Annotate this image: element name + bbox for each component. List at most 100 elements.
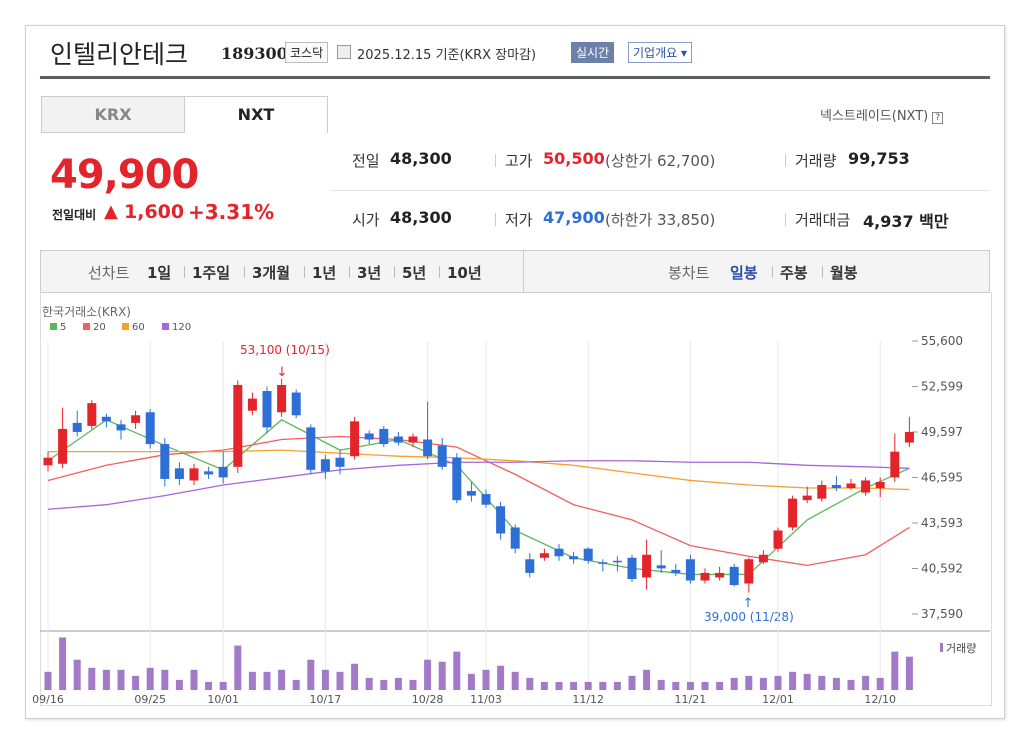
volume-bar [847,679,855,690]
candle-body [204,471,214,475]
candle-body [379,428,389,445]
volume-bar [555,681,563,690]
volume-legend-swatch [940,643,943,652]
stat-separator [785,154,786,167]
y-tick-label: 52,599 [921,379,963,393]
candle-body [437,445,447,467]
menu-item[interactable]: 월봉 [830,264,858,282]
menu-item[interactable]: 1주일 [192,264,231,282]
menu-separator [349,266,350,278]
menu-item[interactable]: 일봉 [730,264,758,282]
candle-body [642,554,652,578]
volume-bar [876,677,884,690]
candle-body [160,444,170,479]
candle-body [890,451,900,478]
line-chart-label: 선차트 [88,264,130,282]
volume-bar [190,669,198,690]
krx-tab[interactable]: KRX [41,96,185,133]
candle-body [583,548,593,561]
menu-item[interactable]: 3개월 [252,264,291,282]
menu-item[interactable]: 5년 [402,264,427,282]
volume-bar [774,675,782,690]
volume-bar [73,659,81,690]
volume-bar [44,671,52,690]
candle-body [320,459,330,472]
candle-body [218,466,228,478]
candle-body [116,424,126,431]
candle-body [496,506,506,534]
stat-note: (하한가 33,850) [605,211,716,229]
candle-body [145,412,155,445]
candle-body [466,491,476,496]
nxt-link[interactable]: 넥스트레이드(NXT) ? [820,105,944,124]
candle-body [904,431,914,443]
volume-bar [102,669,110,690]
menu-item[interactable]: 1일 [147,264,172,282]
menu-item[interactable]: 1년 [312,264,337,282]
stat-label: 거래대금 [795,211,851,229]
stats-rule [330,190,990,191]
volume-bar [409,679,417,690]
candle-body [87,403,97,426]
stat-note: (상한가 62,700) [605,152,716,170]
candle-body [43,457,53,466]
x-tick-label: 10/17 [310,693,342,706]
menu-item[interactable]: 3년 [357,264,382,282]
low-annotation: 39,000 (11/28) [704,610,794,624]
high-annotation: 53,100 (10/15) [240,343,330,357]
volume-bar [351,663,359,690]
y-tick-label: 43,593 [921,516,963,530]
candle-body [612,560,622,563]
menu-item[interactable]: 주봉 [780,264,808,282]
volume-bar [263,671,271,690]
menu-item[interactable]: 10년 [447,264,482,282]
volume-bar [745,675,753,690]
candle-body [656,565,666,569]
volume-bar [862,675,870,690]
x-tick-label: 09/25 [134,693,166,706]
candle-body [846,483,856,489]
high-arrow: ↓ [277,365,288,380]
volume-bar [234,645,242,690]
volume-bar [526,677,534,690]
x-tick-label: 12/01 [762,693,794,706]
stat-separator [495,154,496,167]
candle-body [408,436,418,443]
realtime-button[interactable]: 실시간 [571,42,615,63]
candle-body [744,559,754,584]
nxt-link-text: 넥스트레이드(NXT) [820,109,929,124]
candle-body [729,566,739,586]
candle-body [101,416,111,422]
candle-body [685,559,695,581]
candle-body [627,557,637,579]
candle-body [554,548,564,557]
x-tick-label: 10/28 [412,693,444,706]
moving-average [47,419,910,576]
candle-body [393,436,403,443]
candle-body [452,457,462,501]
x-tick-label: 09/16 [32,693,64,706]
volume-bar [248,671,256,690]
volume-bar [380,679,388,690]
legend-label: 5 [60,322,66,333]
y-tick-label: 37,590 [921,607,963,621]
legend-swatch [162,323,169,330]
menu-separator [394,266,395,278]
candle-body [291,392,301,416]
change-percent: +3.31% [188,200,275,224]
legend-label: 20 [93,322,106,333]
stat-label: 시가 [352,211,380,229]
volume-bar [161,669,169,690]
x-tick-label: 11/03 [470,693,502,706]
x-tick-label: 11/21 [675,693,707,706]
candle-body [306,427,316,470]
volume-bar [219,681,227,690]
candle-body [131,415,141,423]
change-arrow: ▲ [104,201,118,222]
current-price: 49,900 [50,152,199,198]
volume-bar [716,681,724,690]
company-info-button[interactable]: 기업개요 ▾ [628,42,693,63]
volume-bar [467,673,475,690]
candle-body [773,530,783,549]
nxt-tab[interactable]: NXT [184,96,328,133]
